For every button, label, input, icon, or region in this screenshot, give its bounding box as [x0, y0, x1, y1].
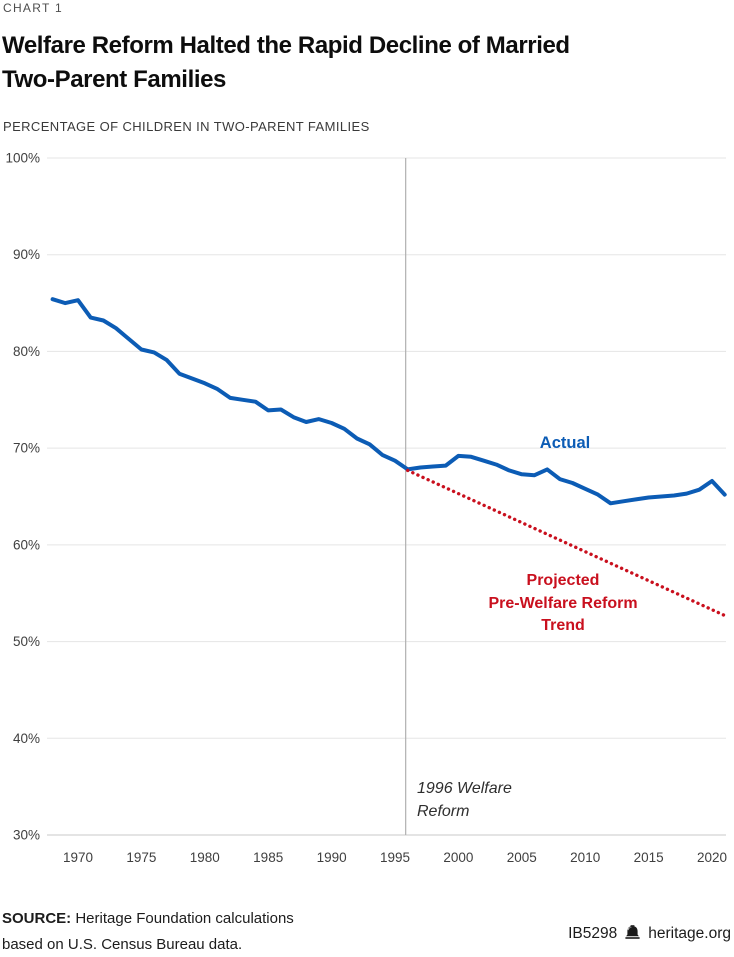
y-axis-tick-label: 40% — [13, 731, 40, 746]
actual-series-label-text: Actual — [540, 434, 590, 452]
x-axis-tick-label: 1975 — [126, 850, 156, 865]
source-label: SOURCE: — [2, 910, 71, 927]
actual-series-label: Actual — [500, 434, 630, 453]
actual-line — [53, 299, 725, 503]
projected-label-line2: Pre-Welfare Reform — [488, 595, 637, 612]
brand-url: heritage.org — [648, 925, 731, 943]
reform-annotation-line1: 1996 Welfare — [417, 780, 512, 797]
reform-year-annotation: 1996 Welfare Reform — [417, 777, 557, 823]
x-axis-tick-label: 2005 — [507, 850, 537, 865]
liberty-bell-icon — [624, 925, 641, 944]
x-axis-tick-label: 2010 — [570, 850, 600, 865]
y-axis-tick-label: 90% — [13, 247, 40, 262]
x-axis-tick-label: 1970 — [63, 850, 93, 865]
projected-label-line1: Projected — [527, 572, 600, 589]
x-axis-tick-label: 2020 — [697, 850, 727, 865]
x-axis-tick-label: 1990 — [317, 850, 347, 865]
source-line2: based on U.S. Census Bureau data. — [2, 932, 294, 957]
projected-series-label: Projected Pre-Welfare Reform Trend — [443, 570, 683, 638]
y-axis-tick-label: 70% — [13, 441, 40, 456]
y-axis-tick-label: 60% — [13, 537, 40, 552]
source-note: SOURCE: Heritage Foundation calculations… — [2, 906, 294, 957]
x-axis-tick-label: 2015 — [634, 850, 664, 865]
reform-annotation-line2: Reform — [417, 803, 469, 820]
footer-brand: IB5298 heritage.org — [568, 924, 731, 943]
x-axis-tick-label: 1985 — [253, 850, 283, 865]
x-axis-tick-label: 2000 — [443, 850, 473, 865]
y-axis-tick-label: 30% — [13, 828, 40, 843]
report-id: IB5298 — [568, 925, 617, 943]
y-axis-tick-label: 50% — [13, 634, 40, 649]
projected-label-line3: Trend — [541, 617, 585, 634]
y-axis-tick-label: 100% — [5, 151, 40, 166]
y-axis-tick-label: 80% — [13, 344, 40, 359]
source-text: Heritage Foundation calculations — [71, 910, 294, 927]
source-line1: SOURCE: Heritage Foundation calculations — [2, 906, 294, 932]
x-axis-tick-label: 1995 — [380, 850, 410, 865]
x-axis-tick-label: 1980 — [190, 850, 220, 865]
